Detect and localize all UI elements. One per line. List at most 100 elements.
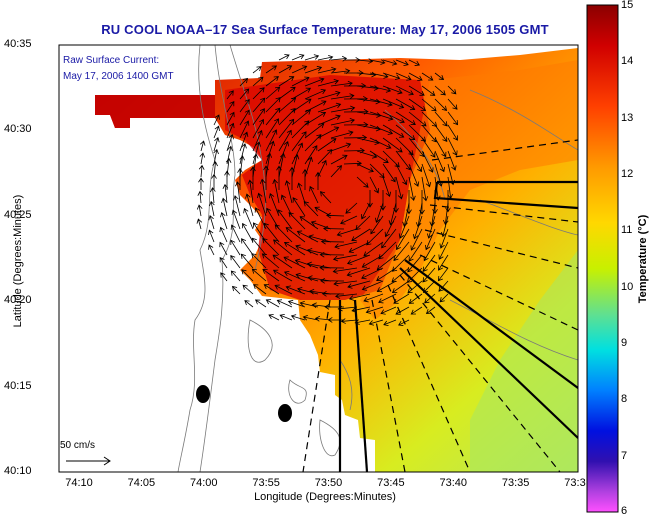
current-vector xyxy=(307,248,332,256)
current-vector xyxy=(278,54,290,61)
current-vector xyxy=(231,209,241,230)
current-vector xyxy=(355,215,371,231)
x-tick-label: 74:10 xyxy=(65,477,93,489)
current-vector xyxy=(384,215,397,238)
current-vector xyxy=(230,254,241,269)
current-vector xyxy=(252,87,265,100)
x-tick-label: 73:40 xyxy=(439,477,468,489)
colorbar xyxy=(586,4,619,513)
current-vector xyxy=(356,163,374,173)
current-vector xyxy=(369,98,393,107)
current-vector xyxy=(335,293,358,299)
current-vector xyxy=(208,214,215,230)
colorbar-tick-label: 15 xyxy=(621,0,634,11)
current-vector xyxy=(283,270,306,282)
current-vector xyxy=(369,72,389,79)
current-vector xyxy=(299,300,319,308)
current-vector xyxy=(391,280,410,294)
current-vector xyxy=(213,114,220,126)
current-vector xyxy=(241,238,254,256)
current-vector xyxy=(304,77,325,87)
current-vector xyxy=(317,114,341,126)
current-vector xyxy=(382,124,405,138)
current-vector xyxy=(265,86,281,100)
current-vector xyxy=(382,137,403,153)
x-axis-label: Longitude (Degrees:Minutes) xyxy=(254,491,396,503)
current-vector xyxy=(317,66,337,74)
current-vector xyxy=(241,222,254,243)
current-vector xyxy=(259,178,267,204)
current-vector xyxy=(268,193,280,217)
current-vector xyxy=(429,202,436,227)
current-vector xyxy=(447,124,458,141)
current-vector xyxy=(369,176,379,194)
current-vector xyxy=(262,268,280,282)
current-vector xyxy=(369,111,394,121)
current-vector xyxy=(276,299,293,308)
current-vector xyxy=(210,187,216,204)
current-vector xyxy=(439,293,449,303)
current-vector xyxy=(330,118,355,126)
y-tick-label: 40:10 xyxy=(4,465,32,477)
current-vector xyxy=(391,267,410,283)
current-vector xyxy=(447,150,457,171)
current-vector xyxy=(226,133,234,152)
current-vector xyxy=(291,53,305,61)
current-vector xyxy=(323,225,345,232)
current-vector xyxy=(408,241,423,262)
current-vector xyxy=(402,202,410,227)
colorbar-tick-label: 6 xyxy=(621,505,628,517)
colorbar-tick-label: 14 xyxy=(621,55,634,68)
current-vector xyxy=(278,141,290,165)
current-vector xyxy=(263,284,280,295)
current-vector xyxy=(265,76,279,87)
current-vector xyxy=(241,269,254,282)
current-vector xyxy=(279,313,293,321)
colorbar-tick-label: 9 xyxy=(621,337,628,349)
current-vector xyxy=(382,150,400,168)
current-vector xyxy=(340,318,358,324)
current-vector xyxy=(219,256,228,269)
current-vector xyxy=(434,137,447,158)
current-vector xyxy=(239,88,250,100)
current-vector xyxy=(290,314,306,321)
current-vector xyxy=(308,234,332,243)
colorbar-label: Temperature (°C) xyxy=(637,214,649,304)
sst-orange-band xyxy=(360,60,578,320)
current-vector xyxy=(244,300,254,308)
current-vector xyxy=(378,241,397,260)
current-vector xyxy=(289,166,295,190)
current-vector xyxy=(278,86,296,100)
current-vector xyxy=(330,142,352,152)
current-vector xyxy=(391,254,410,272)
current-vector xyxy=(361,280,384,291)
current-vector xyxy=(285,227,306,243)
y-tick-label: 40:20 xyxy=(4,294,32,307)
current-vector xyxy=(219,226,228,243)
current-vector xyxy=(395,163,408,186)
current-vector xyxy=(348,241,371,253)
current-vector xyxy=(268,314,280,321)
current-vector xyxy=(361,202,371,220)
x-tick-label: 74:05 xyxy=(127,477,156,489)
current-vector xyxy=(369,85,392,93)
current-vector xyxy=(226,90,234,100)
current-vector xyxy=(304,88,327,100)
current-vector xyxy=(319,191,332,204)
current-vector xyxy=(211,173,217,190)
current-vector xyxy=(230,224,241,243)
current-vector xyxy=(330,80,353,87)
current-vector xyxy=(356,150,378,159)
current-vector xyxy=(295,272,319,282)
current-vector xyxy=(345,202,358,214)
current-vector xyxy=(257,192,267,217)
x-tick-label: 73:35 xyxy=(501,477,530,489)
y-tick-label: 40:15 xyxy=(4,379,32,392)
current-vector xyxy=(304,54,320,61)
current-vector xyxy=(408,85,425,96)
current-vector xyxy=(442,202,449,226)
current-vector xyxy=(447,163,455,186)
current-vector xyxy=(252,118,265,139)
current-vector xyxy=(222,183,229,204)
